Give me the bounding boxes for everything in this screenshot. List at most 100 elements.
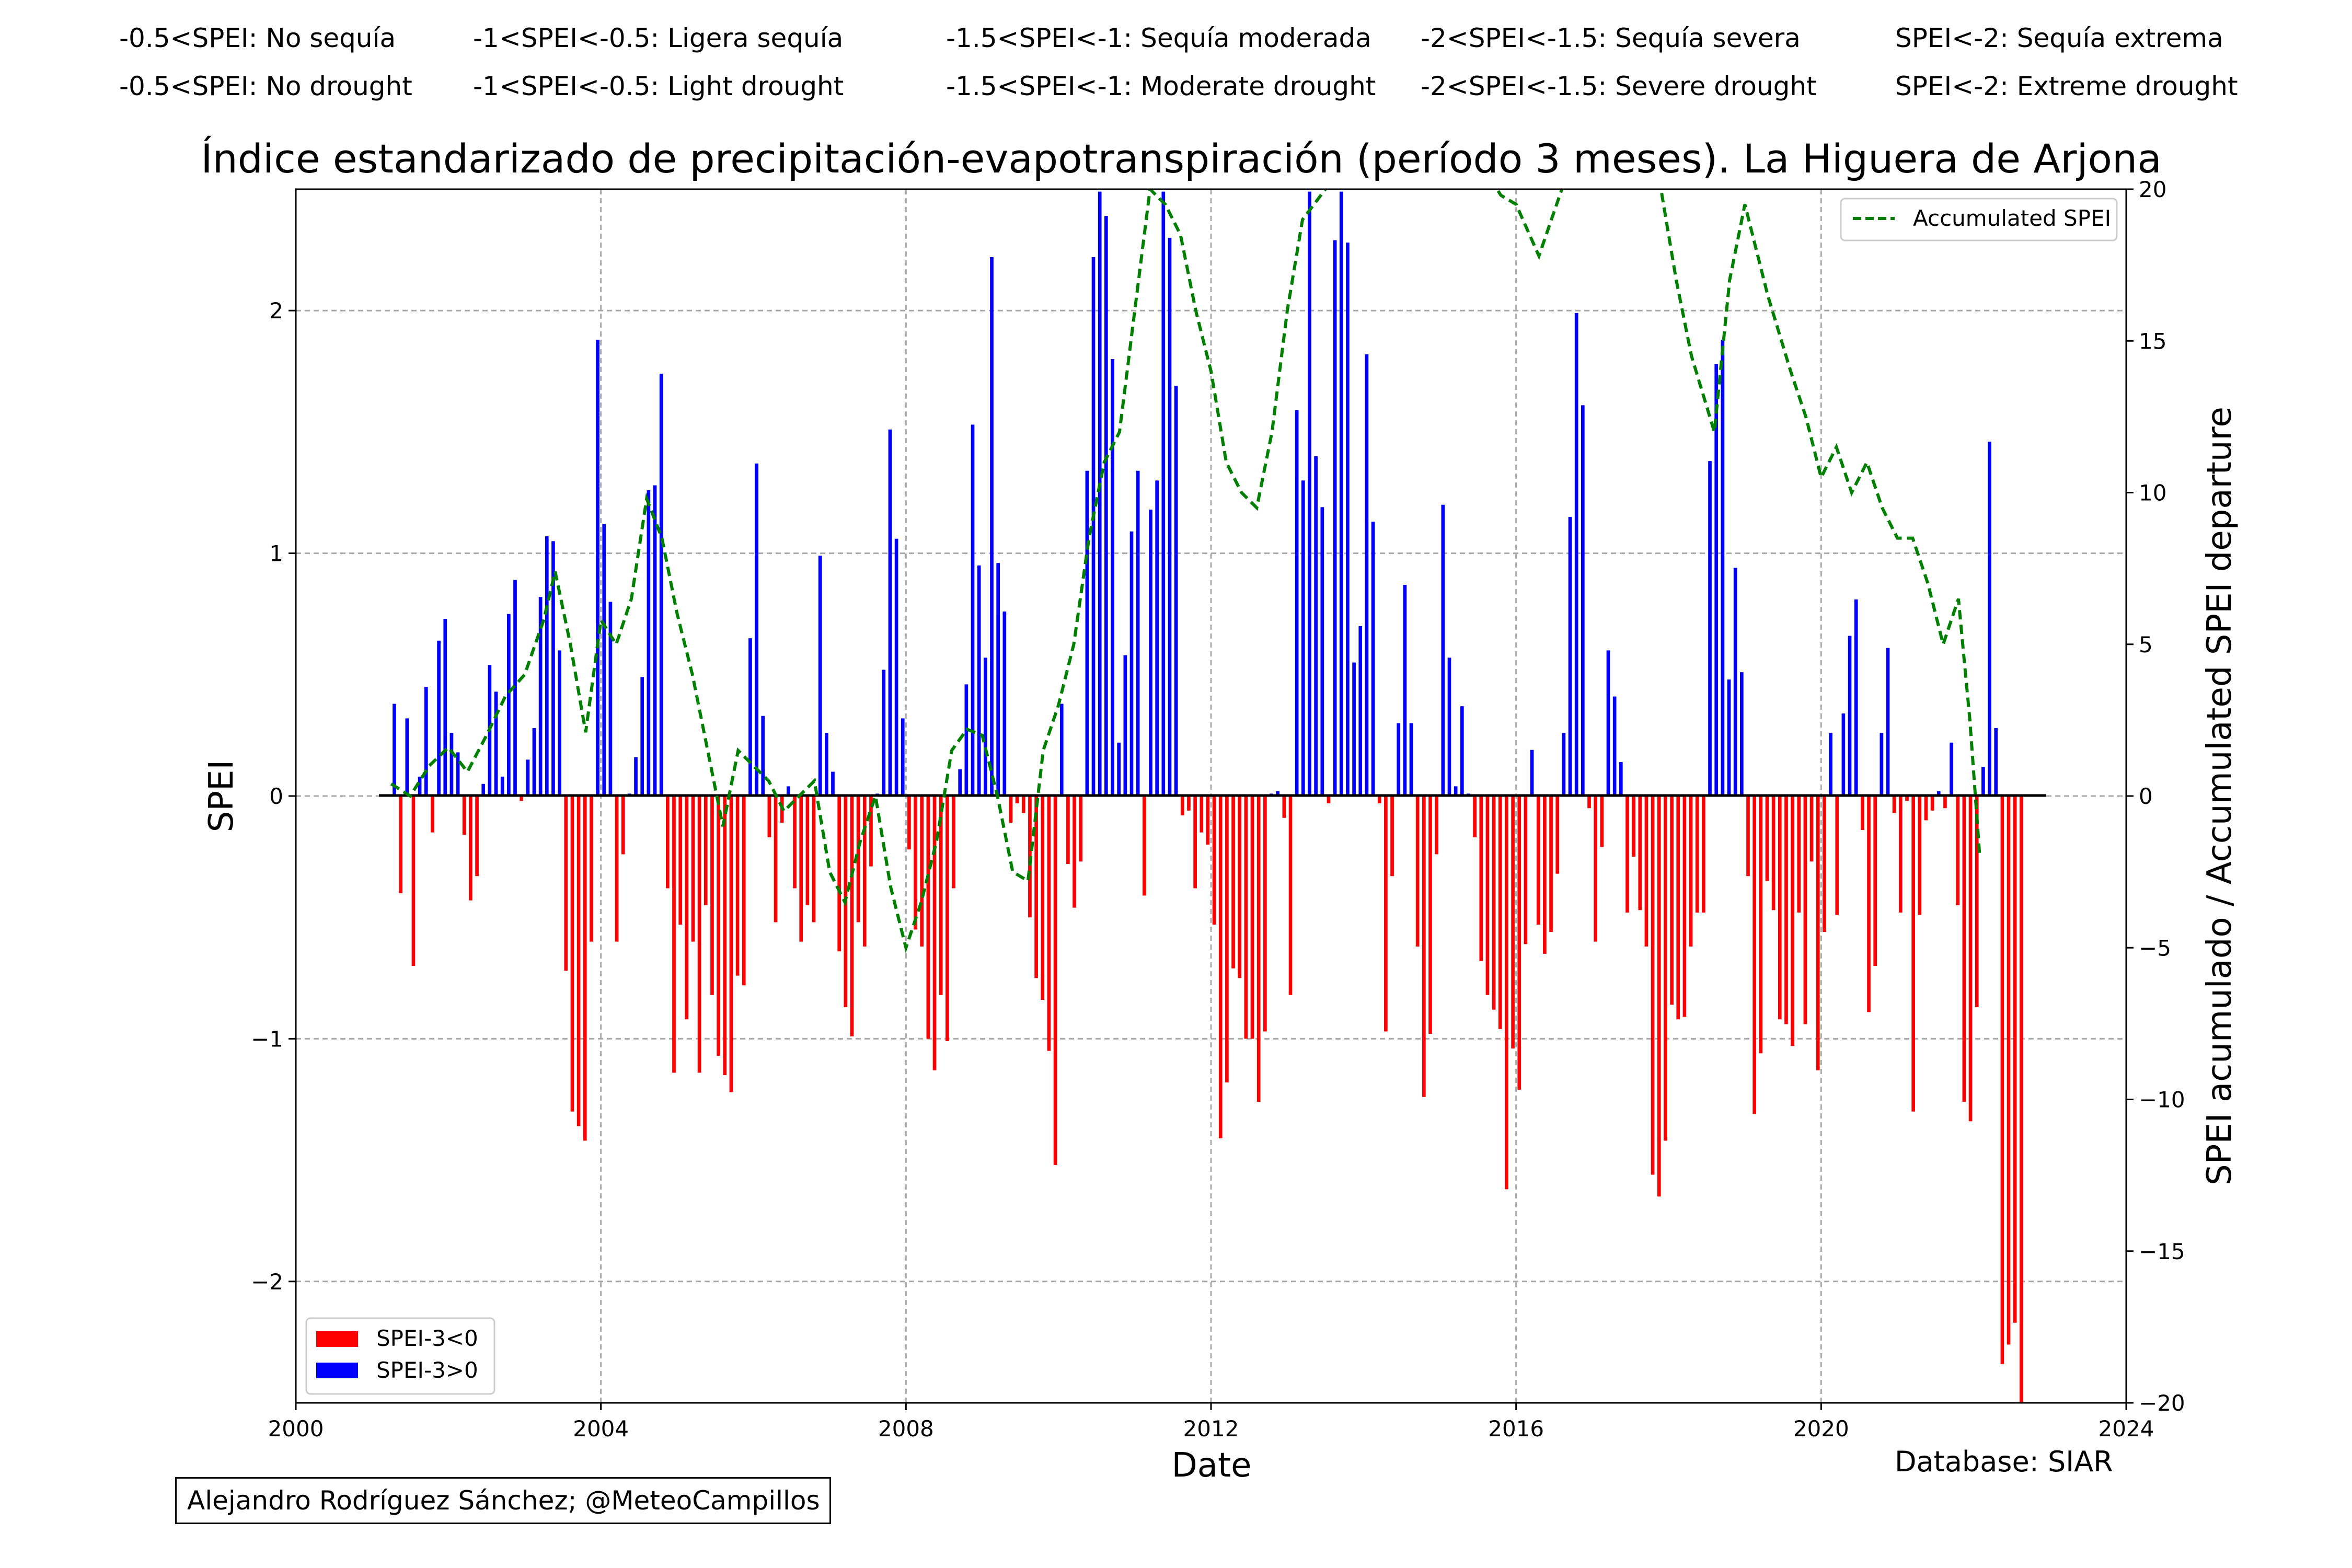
bar-120 bbox=[1155, 480, 1159, 796]
bar-238 bbox=[1905, 796, 1909, 801]
y2tick-label--20: −20 bbox=[2139, 1390, 2185, 1416]
bar-135 bbox=[1250, 796, 1254, 1039]
bar-93 bbox=[983, 658, 987, 796]
ytick-label-1: 1 bbox=[269, 541, 283, 567]
bar-13 bbox=[475, 796, 479, 877]
bar-26 bbox=[558, 650, 561, 796]
bar-230 bbox=[1854, 599, 1858, 796]
bar-11 bbox=[462, 796, 466, 835]
bar-38 bbox=[634, 757, 638, 796]
bar-254 bbox=[2007, 796, 2011, 1345]
bar-legend-swatch-pos bbox=[316, 1363, 358, 1378]
legend-en-4: SPEI<-2: Extreme drought bbox=[1895, 71, 2238, 101]
bar-226 bbox=[1829, 733, 1832, 796]
bar-39 bbox=[640, 677, 644, 796]
bar-73 bbox=[856, 796, 860, 923]
bar-221 bbox=[1797, 796, 1801, 913]
bar-88 bbox=[952, 796, 955, 889]
bar-77 bbox=[882, 670, 886, 796]
bar-42 bbox=[659, 373, 663, 796]
bar-32 bbox=[596, 339, 599, 796]
bar-110 bbox=[1091, 257, 1096, 797]
bar-152 bbox=[1358, 626, 1363, 796]
bar-186 bbox=[1574, 313, 1578, 796]
bar-164 bbox=[1435, 796, 1439, 855]
bar-22 bbox=[532, 728, 536, 796]
bar-134 bbox=[1244, 796, 1248, 1039]
y2tick-label-10: 10 bbox=[2139, 480, 2166, 506]
bar-158 bbox=[1397, 723, 1401, 796]
bar-124 bbox=[1180, 796, 1184, 816]
xtick-label-2024: 2024 bbox=[2099, 1416, 2154, 1442]
bar-89 bbox=[958, 769, 962, 796]
bar-125 bbox=[1187, 796, 1191, 811]
bar-227 bbox=[1835, 796, 1839, 915]
bar-33 bbox=[602, 524, 606, 796]
bar-49 bbox=[704, 796, 708, 905]
bar-171 bbox=[1479, 796, 1483, 961]
bar-5 bbox=[424, 687, 428, 796]
bar-6 bbox=[431, 796, 434, 833]
bar-128 bbox=[1206, 796, 1210, 845]
bar-62 bbox=[787, 786, 790, 796]
bar-253 bbox=[2000, 796, 2004, 1364]
bar-175 bbox=[1505, 796, 1508, 1190]
bar-48 bbox=[697, 796, 701, 1073]
bar-151 bbox=[1352, 662, 1356, 796]
bar-1 bbox=[399, 796, 402, 893]
bar-200 bbox=[1664, 796, 1667, 1141]
bar-215 bbox=[1759, 796, 1763, 1054]
bar-147 bbox=[1327, 796, 1331, 803]
bar-185 bbox=[1568, 516, 1572, 796]
bar-163 bbox=[1428, 796, 1432, 1034]
bar-136 bbox=[1256, 796, 1261, 1102]
bar-212 bbox=[1739, 672, 1744, 796]
bar-153 bbox=[1365, 354, 1369, 796]
accumulated-spei-line bbox=[390, 189, 1981, 953]
bar-121 bbox=[1161, 191, 1166, 796]
bar-103 bbox=[1047, 796, 1051, 1051]
bar-234 bbox=[1880, 733, 1884, 796]
bar-181 bbox=[1543, 796, 1547, 954]
bar-244 bbox=[1943, 796, 1947, 809]
bar-85 bbox=[932, 796, 937, 1070]
database-label: Database: SIAR bbox=[1895, 1445, 2113, 1478]
xtick-label-2000: 2000 bbox=[268, 1416, 324, 1442]
bar-68 bbox=[824, 733, 828, 796]
bar-27 bbox=[564, 796, 568, 971]
bar-107 bbox=[1073, 796, 1076, 908]
bar-95 bbox=[996, 563, 1000, 796]
bar-31 bbox=[590, 796, 593, 942]
bar-36 bbox=[621, 796, 625, 855]
bar-214 bbox=[1753, 796, 1756, 1114]
bar-224 bbox=[1816, 796, 1820, 1070]
bar-144 bbox=[1308, 191, 1311, 796]
bar-233 bbox=[1873, 796, 1877, 966]
bar-80 bbox=[901, 718, 905, 796]
bar-25 bbox=[551, 541, 555, 796]
bar-0 bbox=[393, 704, 396, 796]
bar-156 bbox=[1384, 796, 1388, 1032]
bar-192 bbox=[1612, 696, 1617, 796]
bar-105 bbox=[1059, 704, 1064, 796]
bar-178 bbox=[1524, 796, 1528, 944]
bar-legend: SPEI-3<0 SPEI-3>0 bbox=[305, 1317, 495, 1395]
bar-78 bbox=[888, 429, 892, 796]
bar-168 bbox=[1460, 706, 1464, 796]
bar-231 bbox=[1861, 796, 1864, 831]
bar-72 bbox=[850, 796, 854, 1036]
bar-240 bbox=[1918, 796, 1922, 915]
bar-199 bbox=[1657, 796, 1661, 1197]
bar-210 bbox=[1727, 679, 1731, 796]
bar-174 bbox=[1498, 796, 1502, 1029]
bar-82 bbox=[914, 796, 917, 930]
ytick-label--2: −2 bbox=[251, 1269, 283, 1295]
bar-28 bbox=[570, 796, 574, 1112]
bar-249 bbox=[1975, 796, 1979, 1008]
bar-122 bbox=[1168, 237, 1172, 796]
x-axis-label: Date bbox=[1172, 1446, 1252, 1485]
bar-223 bbox=[1809, 796, 1814, 862]
bar-245 bbox=[1950, 742, 1953, 796]
bar-101 bbox=[1034, 796, 1038, 978]
y2tick-label-5: 5 bbox=[2139, 632, 2153, 658]
